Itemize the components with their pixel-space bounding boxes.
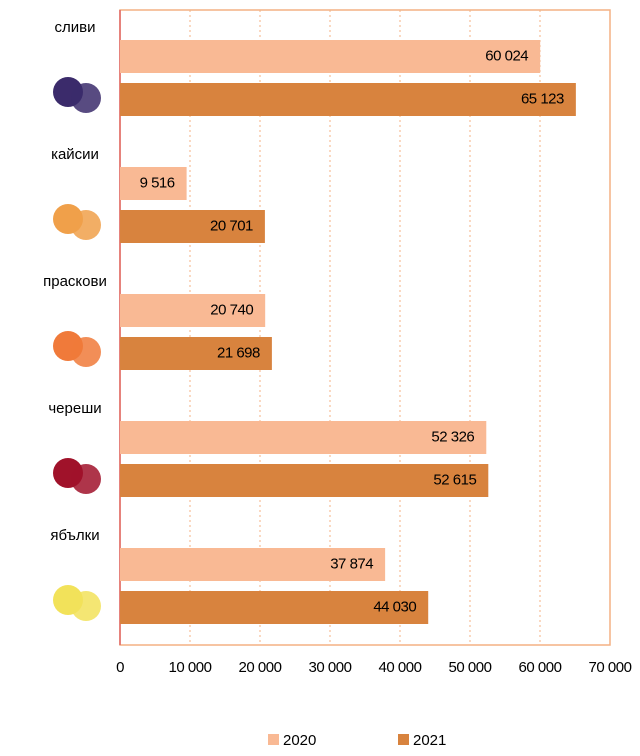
value-label: 44 030 — [373, 598, 416, 615]
fruit-icon — [71, 337, 101, 367]
category-label: ябълки — [50, 527, 99, 544]
bar — [120, 83, 576, 116]
fruit-icon — [71, 83, 101, 113]
x-tick-label: 70 000 — [589, 659, 632, 676]
legend-swatch — [268, 734, 279, 745]
value-label: 65 123 — [521, 90, 564, 107]
value-label: 37 874 — [330, 555, 373, 572]
fruit-icon — [71, 210, 101, 240]
fruit-icon — [71, 464, 101, 494]
x-tick-label: 50 000 — [449, 659, 492, 676]
legend-label: 2020 — [283, 732, 316, 749]
value-label: 20 701 — [210, 217, 253, 234]
x-tick-label: 60 000 — [519, 659, 562, 676]
chart: 0 10 000 20 000 30 000 40 000 50 000 60 000 70 … — [0, 0, 640, 751]
value-label: 60 024 — [485, 47, 528, 64]
value-label: 9 516 — [140, 174, 175, 191]
legend-swatch — [398, 734, 409, 745]
value-label: 52 326 — [431, 428, 474, 445]
x-tick-label: 10 000 — [169, 659, 212, 676]
value-label: 21 698 — [217, 344, 260, 361]
category-label: праскови — [43, 273, 107, 290]
x-tick-label: 40 000 — [379, 659, 422, 676]
bar — [120, 40, 540, 73]
value-label: 20 740 — [210, 301, 253, 318]
legend-label: 2021 — [413, 732, 446, 749]
x-tick-label: 0 — [116, 659, 124, 676]
x-tick-label: 30 000 — [309, 659, 352, 676]
x-tick-label: 20 000 — [239, 659, 282, 676]
value-label: 52 615 — [433, 471, 476, 488]
category-label: череши — [48, 400, 101, 417]
category-label: кайсии — [51, 146, 99, 163]
fruit-icon — [71, 591, 101, 621]
category-label: сливи — [55, 19, 96, 36]
